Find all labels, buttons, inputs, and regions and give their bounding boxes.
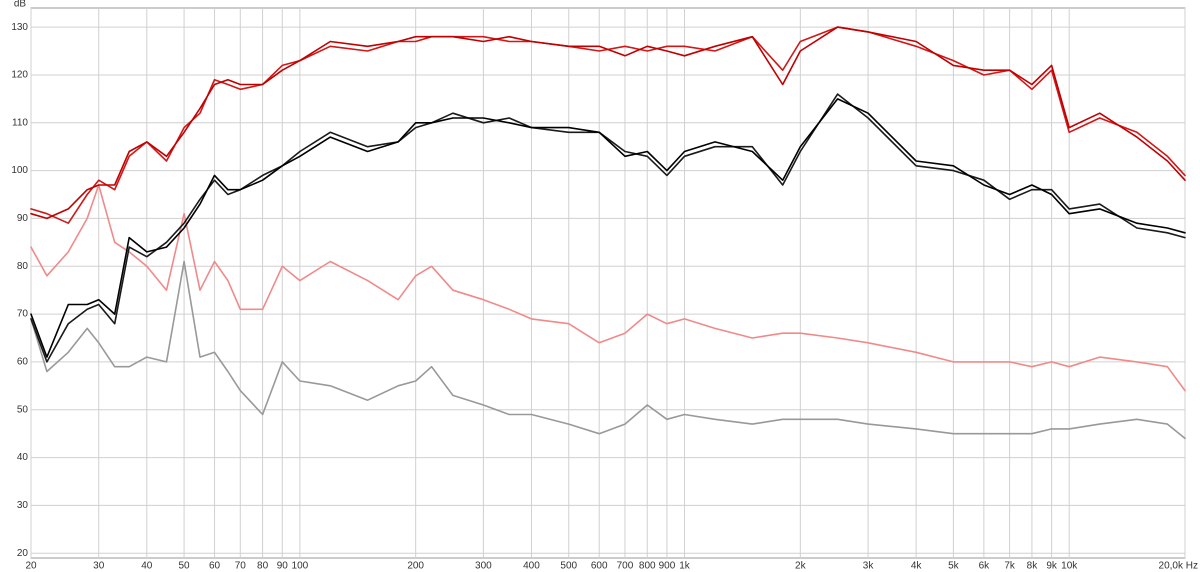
y-tick-label: 90 <box>17 213 29 224</box>
x-tick-label: 600 <box>591 561 608 572</box>
x-tick-label: 500 <box>560 561 577 572</box>
response-curve <box>30 26 1186 224</box>
x-tick-label: 90 <box>277 561 289 572</box>
response-curve <box>30 184 1186 392</box>
x-tick-label: 50 <box>179 561 191 572</box>
x-tick-label: 5k <box>948 561 960 572</box>
response-curve <box>30 93 1186 363</box>
response-curve <box>30 260 1186 440</box>
x-tick-label: 10k <box>1061 561 1078 572</box>
x-tick-label: 200 <box>407 561 424 572</box>
plot-area <box>30 7 1186 559</box>
x-tick-label: 8k <box>1027 561 1039 572</box>
y-tick-label: 20 <box>17 548 29 559</box>
x-tick-label: 40 <box>141 561 153 572</box>
x-tick-label: 400 <box>523 561 540 572</box>
y-tick-label: 60 <box>17 357 29 368</box>
x-tick-label: 3k <box>863 561 875 572</box>
x-tick-label: 6k <box>979 561 991 572</box>
x-tick-label: 300 <box>475 561 492 572</box>
y-tick-label: 110 <box>12 117 28 128</box>
x-tick-label: 20,0k Hz <box>1159 561 1198 572</box>
y-tick-label: 70 <box>17 309 29 320</box>
y-axis-label: dB <box>14 0 27 10</box>
x-tick-label: 80 <box>257 561 269 572</box>
x-tick-label: 800 <box>639 561 656 572</box>
y-tick-label: 120 <box>11 70 28 81</box>
x-tick-label: 20 <box>25 561 37 572</box>
response-curve <box>30 26 1186 220</box>
x-tick-label: 7k <box>1004 561 1016 572</box>
y-tick-label: 40 <box>17 452 29 463</box>
x-tick-label: 4k <box>911 561 923 572</box>
y-tick-label: 100 <box>11 165 28 176</box>
x-tick-label: 700 <box>617 561 634 572</box>
x-tick-label: 30 <box>93 561 105 572</box>
response-curve <box>30 98 1186 358</box>
y-tick-label: 30 <box>17 500 29 511</box>
x-tick-label: 1k <box>679 561 691 572</box>
x-tick-label: 100 <box>292 561 309 572</box>
x-tick-label: 70 <box>235 561 247 572</box>
x-tick-label: 60 <box>209 561 221 572</box>
x-tick-label: 9k <box>1046 561 1058 572</box>
x-tick-label: 2k <box>795 561 807 572</box>
y-tick-label: 130 <box>11 22 28 33</box>
y-tick-label: 80 <box>17 261 29 272</box>
y-tick-label: 50 <box>17 404 29 415</box>
x-tick-label: 900 <box>659 561 676 572</box>
